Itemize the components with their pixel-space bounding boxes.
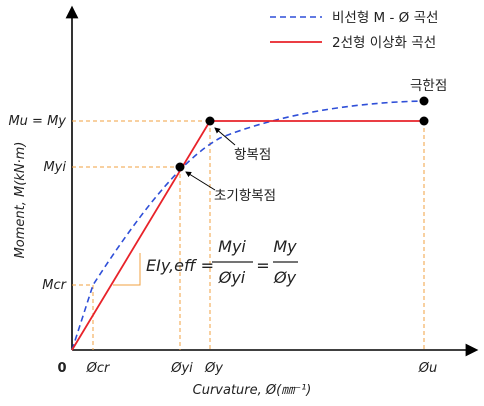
guide-lines (72, 120, 425, 350)
yield-point (205, 116, 215, 126)
legend-bilinear-label: 2선형 이상화 곡선 (332, 35, 436, 51)
formula-denominator-2: Øy (273, 268, 297, 287)
nonlinear-curve (71, 100, 425, 351)
initial-yield-pointer-arrow (185, 171, 216, 191)
x-tick-phi-cr: Øcr (86, 361, 111, 376)
slope-triangle (113, 253, 141, 286)
x-axis-title: Curvature, Ø(㎜⁻¹) (193, 383, 312, 398)
formula-numerator-2: My (273, 237, 297, 256)
x-tick-phi-u: Øu (418, 361, 437, 376)
initial-yield-point-label: 초기항복점 (214, 188, 276, 204)
y-axis-title: Moment, M(kN·m) (13, 142, 28, 259)
ultimate-point-lower (419, 116, 429, 126)
legend-nonlinear-label: 비선형 M - Ø 곡선 (332, 10, 438, 26)
yield-pointer-arrow (214, 127, 236, 146)
yield-point-label: 항복점 (234, 147, 271, 163)
initial-yield-point (175, 162, 185, 172)
stiffness-formula: EIy,eff = Myi Øyi = My Øy (146, 237, 298, 287)
ultimate-point-upper (419, 96, 429, 106)
y-tick-mu-my: Mu = My (8, 114, 66, 129)
origin-label: 0 (57, 361, 66, 376)
y-tick-myi: Myi (43, 160, 66, 175)
formula-numerator-1: Myi (218, 237, 246, 256)
x-tick-phi-yi: Øyi (170, 361, 193, 376)
y-tick-mcr: Mcr (42, 278, 67, 293)
ultimate-point-label: 극한점 (410, 78, 447, 94)
x-tick-phi-y: Øy (204, 361, 223, 376)
formula-equals: = (256, 256, 269, 275)
formula-denominator-1: Øyi (218, 268, 246, 287)
formula-lhs: EIy,eff = (146, 256, 214, 275)
